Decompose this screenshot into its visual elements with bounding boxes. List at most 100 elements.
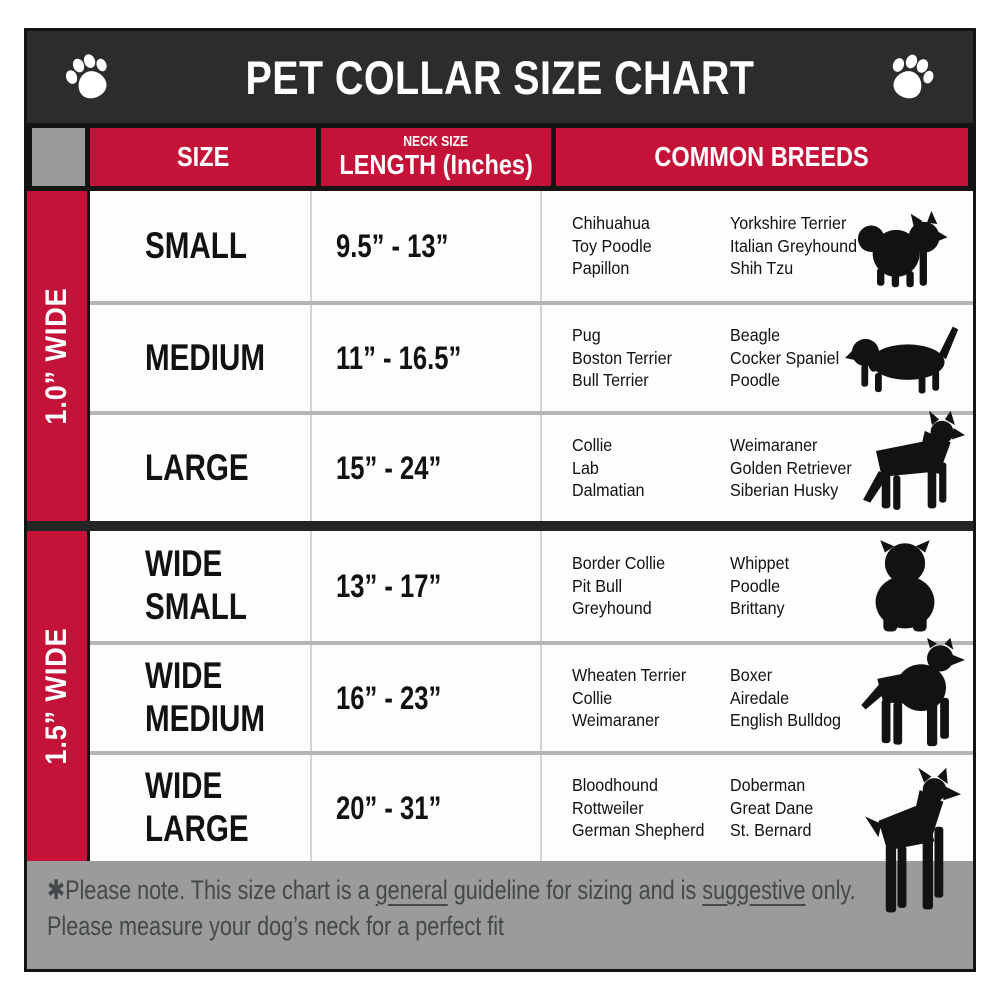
beagle-silhouette-icon [845, 321, 965, 395]
footer-line-2: Please measure your dog’s neck for a per… [47, 910, 505, 941]
bulldog-silhouette-icon [863, 537, 947, 633]
length-value: 9.5” - 13” [336, 227, 449, 264]
breed-name: Rottweiler [572, 797, 644, 818]
breed-name: German Shepherd [572, 820, 705, 841]
breeds-column-1: Bloodhound Rottweiler German Shepherd [572, 774, 708, 842]
breed-name: Border Collie [572, 552, 666, 573]
breeds-column-2: Yorkshire Terrier Italian Greyhound Shih… [730, 212, 866, 280]
breeds-column-1: Collie Lab Dalmatian [572, 434, 708, 502]
size-cell: LARGE [90, 415, 312, 521]
breeds-column-1: Border Collie Pit Bull Greyhound [572, 552, 708, 620]
breeds-column-1: Chihuahua Toy Poodle Papillon [572, 212, 708, 280]
table-row-wide-large: WIDE LARGE 20” - 31” Bloodhound Rottweil… [90, 751, 973, 913]
breed-name: Brittany [730, 598, 785, 619]
table-row-wide-small: WIDE SMALL 13” - 17” Border Collie Pit B… [90, 531, 973, 641]
column-header-length: NECK SIZE LENGTH (Inches) [321, 128, 551, 186]
size-cell: WIDE SMALL [90, 531, 312, 641]
breeds-cell: Pug Boston Terrier Bull Terrier Beagle C… [542, 305, 973, 411]
section-1.5-inch-wide: 1.5” WIDE WIDE SMALL 13” - 17” Border Co… [27, 531, 973, 913]
size-cell: WIDE LARGE [90, 755, 312, 861]
breeds-column-1: Wheaten Terrier Collie Weimaraner [572, 664, 708, 732]
breeds-column-1: Pug Boston Terrier Bull Terrier [572, 324, 708, 392]
breeds-column-2: Boxer Airedale English Bulldog [730, 664, 866, 732]
underlined-word: general [375, 875, 448, 905]
table-row-small: SMALL 9.5” - 13” Chihuahua Toy Poodle Pa… [90, 191, 973, 301]
size-label: SMALL [145, 224, 247, 266]
breed-name: Pug [572, 324, 601, 345]
length-value: 20” - 31” [336, 789, 442, 826]
section-1-inch-wide: 1.0” WIDE SMALL 9.5” - 13” Chihuahua Toy… [27, 191, 973, 521]
corner-spacer [32, 128, 85, 186]
breed-name: Greyhound [572, 598, 652, 619]
paw-print-icon [892, 54, 934, 99]
column-header-size: SIZE [90, 128, 316, 186]
size-label: MEDIUM [145, 336, 266, 378]
breeds-column-2: Weimaraner Golden Retriever Siberian Hus… [730, 434, 866, 502]
breed-name: Golden Retriever [730, 457, 852, 478]
breed-name: Italian Greyhound [730, 235, 858, 256]
breeds-cell: Wheaten Terrier Collie Weimaraner Boxer … [542, 637, 973, 751]
section-band-1.5-wide: 1.5” WIDE [27, 531, 90, 861]
breed-name: Whippet [730, 552, 790, 573]
breeds-cell: Chihuahua Toy Poodle Papillon Yorkshire … [542, 191, 973, 301]
breed-name: Weimaraner [730, 434, 818, 455]
table-row-wide-medium: WIDE MEDIUM 16” - 23” Wheaten Terrier Co… [90, 637, 973, 751]
length-cell: 20” - 31” [312, 755, 542, 861]
column-header-breeds: COMMON BREEDS [556, 128, 968, 186]
breed-name: English Bulldog [730, 710, 841, 731]
table-row-medium: MEDIUM 11” - 16.5” Pug Boston Terrier Bu… [90, 301, 973, 411]
size-cell: WIDE MEDIUM [90, 645, 312, 751]
breed-name: Boxer [730, 664, 773, 685]
length-value: 11” - 16.5” [336, 339, 462, 376]
breed-name: Papillon [572, 258, 630, 279]
section-divider [27, 521, 973, 531]
breed-name: Pit Bull [572, 575, 623, 596]
breeds-cell: Border Collie Pit Bull Greyhound Whippet… [542, 531, 973, 641]
size-cell: MEDIUM [90, 305, 312, 411]
breeds-column-2: Beagle Cocker Spaniel Poodle [730, 324, 866, 392]
paw-print-icon [65, 54, 107, 99]
page-title: PET COLLAR SIZE CHART [245, 50, 755, 104]
breed-name: Yorkshire Terrier [730, 212, 847, 233]
breed-name: Great Dane [730, 797, 814, 818]
breed-name: Toy Poodle [572, 235, 652, 256]
breeds-cell: Bloodhound Rottweiler German Shepherd Do… [542, 755, 973, 913]
table-row-large: LARGE 15” - 24” Collie Lab Dalmatian Wei… [90, 410, 973, 521]
length-value: 15” - 24” [336, 449, 442, 486]
breed-name: Doberman [730, 774, 806, 795]
size-cell: SMALL [90, 191, 312, 301]
breed-name: Cocker Spaniel [730, 347, 840, 368]
length-value: 13” - 17” [336, 567, 442, 604]
breed-name: Boston Terrier [572, 347, 672, 368]
breed-name: Beagle [730, 324, 781, 345]
section-rows: SMALL 9.5” - 13” Chihuahua Toy Poodle Pa… [90, 191, 973, 521]
breed-name: St. Bernard [730, 820, 812, 841]
german-shepherd-silhouette-icon [853, 399, 965, 517]
breed-name: Wheaten Terrier [572, 664, 687, 685]
breeds-column-2: Whippet Poodle Brittany [730, 552, 866, 620]
breed-name: Chihuahua [572, 212, 650, 233]
length-cell: 13” - 17” [312, 531, 542, 641]
doberman-silhouette-icon [843, 739, 961, 933]
breed-name: Weimaraner [572, 710, 660, 731]
breed-name: Lab [572, 457, 599, 478]
length-cell: 15” - 24” [312, 415, 542, 521]
chart-frame: PET COLLAR SIZE CHART SIZE NECK SIZE L [24, 28, 976, 972]
breed-name: Bull Terrier [572, 370, 649, 391]
size-label: WIDE LARGE [145, 765, 249, 849]
footer-line-1: ✱Please note. This size chart is a gener… [47, 875, 856, 905]
breed-name: Airedale [730, 687, 790, 708]
length-cell: 16” - 23” [312, 645, 542, 751]
breed-name: Shih Tzu [730, 258, 794, 279]
column-header-row: SIZE NECK SIZE LENGTH (Inches) COMMON BR… [27, 123, 973, 191]
pomeranian-silhouette-icon [855, 209, 949, 289]
footer-note: ✱Please note. This size chart is a gener… [27, 861, 973, 969]
title-bar: PET COLLAR SIZE CHART [27, 31, 973, 123]
breed-name: Poodle [730, 370, 781, 391]
breed-name: Poodle [730, 575, 781, 596]
breed-name: Collie [572, 687, 613, 708]
breed-name: Dalmatian [572, 480, 645, 501]
breeds-column-2: Doberman Great Dane St. Bernard [730, 774, 866, 842]
length-cell: 11” - 16.5” [312, 305, 542, 411]
